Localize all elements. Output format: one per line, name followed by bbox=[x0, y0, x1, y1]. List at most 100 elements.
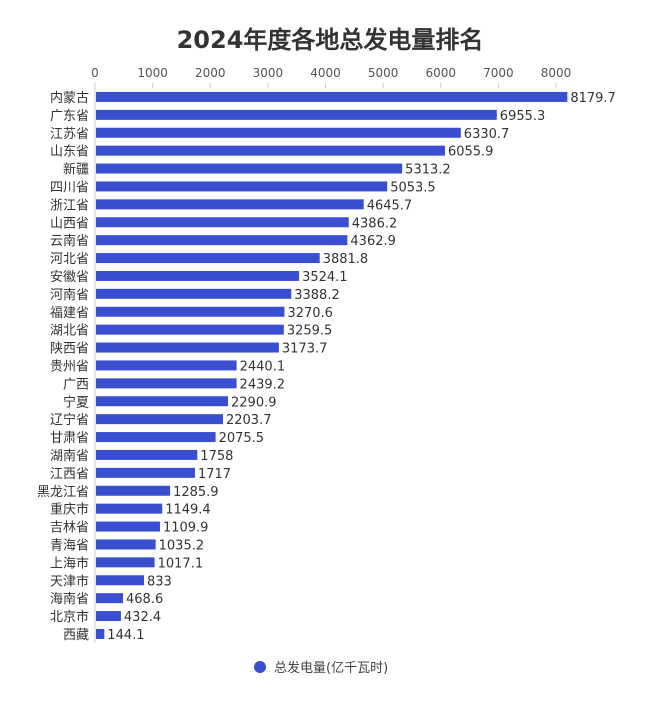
value-label: 432.4 bbox=[124, 610, 161, 625]
bar bbox=[96, 181, 388, 192]
value-label: 1109.9 bbox=[163, 521, 209, 536]
value-label: 1717 bbox=[198, 467, 231, 482]
value-label: 2440.1 bbox=[240, 359, 286, 374]
x-tick-label: 1000 bbox=[137, 66, 168, 80]
category-label: 上海市 bbox=[50, 555, 89, 571]
category-label: 河北省 bbox=[50, 252, 89, 267]
bar bbox=[96, 432, 216, 443]
category-label: 吉林省 bbox=[50, 521, 89, 536]
chart-title: 2024年度各地总发电量排名 bbox=[176, 26, 484, 54]
value-label: 6330.7 bbox=[464, 127, 510, 142]
category-label: 陕西省 bbox=[50, 342, 89, 357]
category-label: 辽宁省 bbox=[50, 412, 89, 428]
category-label: 江苏省 bbox=[50, 126, 89, 142]
bar bbox=[96, 127, 461, 138]
value-label: 1035.2 bbox=[159, 538, 205, 553]
bar bbox=[96, 342, 279, 353]
bar bbox=[96, 145, 445, 156]
value-label: 1285.9 bbox=[173, 485, 219, 500]
legend[interactable]: 总发电量(亿千瓦时) bbox=[254, 657, 388, 676]
bar bbox=[96, 467, 195, 478]
value-label: 5313.2 bbox=[405, 163, 451, 178]
value-label: 4362.9 bbox=[350, 234, 396, 249]
bar bbox=[96, 485, 171, 496]
bar bbox=[96, 628, 105, 639]
category-label: 天津市 bbox=[50, 573, 89, 589]
category-label: 青海省 bbox=[50, 538, 89, 553]
bar bbox=[96, 539, 156, 550]
bar bbox=[96, 306, 285, 317]
category-label: 重庆市 bbox=[50, 502, 89, 518]
category-label: 江西省 bbox=[50, 467, 89, 482]
category-label: 湖北省 bbox=[50, 324, 89, 339]
value-label: 2439.2 bbox=[240, 377, 286, 392]
value-label: 4645.7 bbox=[367, 198, 413, 213]
legend-marker bbox=[254, 660, 266, 673]
x-tick-label: 8000 bbox=[541, 66, 572, 80]
category-label: 河南省 bbox=[50, 287, 89, 303]
x-tick-label: 2000 bbox=[195, 66, 226, 80]
value-label: 3259.5 bbox=[287, 324, 333, 339]
bar bbox=[96, 91, 568, 102]
x-tick-label: 6000 bbox=[425, 66, 456, 80]
value-label: 1758 bbox=[200, 449, 233, 464]
value-label: 2203.7 bbox=[226, 413, 272, 428]
value-label: 3388.2 bbox=[294, 288, 340, 303]
value-label: 2290.9 bbox=[231, 395, 277, 410]
value-label: 3881.8 bbox=[323, 252, 369, 267]
category-label: 四川省 bbox=[50, 180, 89, 195]
bar bbox=[96, 449, 198, 460]
category-label: 广东省 bbox=[50, 109, 89, 124]
bar bbox=[96, 199, 364, 210]
bar bbox=[96, 593, 124, 604]
value-label: 1017.1 bbox=[158, 556, 204, 571]
value-label: 6955.3 bbox=[500, 109, 546, 124]
bar bbox=[96, 503, 163, 514]
bar bbox=[96, 253, 320, 264]
value-label: 833 bbox=[147, 574, 172, 589]
value-label: 3524.1 bbox=[302, 270, 348, 285]
category-label: 贵州省 bbox=[50, 359, 89, 374]
bar bbox=[96, 324, 284, 335]
category-label: 黑龙江省 bbox=[37, 485, 89, 500]
value-label: 6055.9 bbox=[448, 145, 494, 160]
legend-label: 总发电量(亿千瓦时) bbox=[274, 661, 389, 676]
bar bbox=[96, 396, 229, 407]
bar bbox=[96, 270, 300, 281]
category-label: 山东省 bbox=[50, 145, 89, 160]
value-label: 3173.7 bbox=[282, 342, 328, 357]
value-label: 468.6 bbox=[126, 592, 163, 607]
x-tick-label: 4000 bbox=[310, 66, 341, 80]
bar bbox=[96, 217, 349, 228]
value-label: 5053.5 bbox=[390, 180, 436, 195]
x-tick-label: 5000 bbox=[368, 66, 399, 80]
x-tick-label: 0 bbox=[91, 66, 99, 80]
bar bbox=[96, 360, 237, 371]
category-label: 湖南省 bbox=[50, 448, 89, 464]
category-label: 福建省 bbox=[50, 306, 89, 321]
category-label: 甘肃省 bbox=[50, 431, 89, 446]
category-label: 云南省 bbox=[50, 233, 89, 249]
value-label: 3270.6 bbox=[287, 306, 333, 321]
category-label: 安徽省 bbox=[50, 270, 89, 285]
category-label: 内蒙古 bbox=[50, 90, 89, 106]
x-tick-label: 7000 bbox=[483, 66, 514, 80]
value-label: 2075.5 bbox=[219, 431, 265, 446]
category-label: 浙江省 bbox=[50, 198, 89, 213]
bar bbox=[96, 611, 121, 622]
category-label: 西藏 bbox=[63, 628, 89, 643]
bar bbox=[96, 378, 237, 389]
bar bbox=[96, 235, 348, 246]
category-label: 山西省 bbox=[50, 216, 89, 231]
category-label: 广西 bbox=[63, 377, 89, 392]
value-label: 8179.7 bbox=[570, 91, 616, 106]
bar bbox=[96, 109, 497, 120]
category-label: 新疆 bbox=[63, 162, 89, 178]
category-label: 宁夏 bbox=[63, 394, 89, 410]
bar bbox=[96, 557, 155, 568]
value-label: 1149.4 bbox=[165, 503, 211, 518]
bar bbox=[96, 521, 160, 532]
bar bbox=[96, 575, 145, 586]
bar bbox=[96, 414, 223, 425]
